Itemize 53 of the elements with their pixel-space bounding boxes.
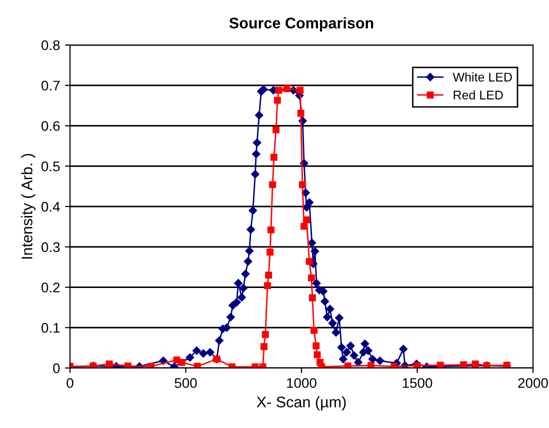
x-tick-label: 500 <box>174 378 197 388</box>
point <box>272 126 280 134</box>
y-tick-label: 0 <box>53 363 60 374</box>
point <box>344 362 352 368</box>
y-tick-label: 0.1 <box>42 322 60 333</box>
point <box>308 294 316 302</box>
y-axis-title: Intensity ( Arb. ) <box>21 154 36 259</box>
point <box>270 154 278 161</box>
x-tick-label: 2000 <box>518 378 548 388</box>
x-tick-label: 0 <box>66 378 74 388</box>
point <box>148 362 154 368</box>
point <box>178 358 186 366</box>
point <box>275 86 282 94</box>
point <box>367 362 374 368</box>
point <box>262 331 269 338</box>
point <box>306 258 313 265</box>
point <box>283 85 290 92</box>
point <box>297 110 304 117</box>
point <box>310 326 318 334</box>
point <box>124 362 132 368</box>
point <box>106 360 113 368</box>
y-tick-label: 0.2 <box>42 282 60 292</box>
point <box>298 181 306 188</box>
point <box>296 86 304 94</box>
point <box>173 356 180 364</box>
y-tick-label: 0.6 <box>42 121 60 131</box>
chart-title: Source Comparison <box>229 17 374 32</box>
point <box>308 274 315 282</box>
point <box>390 362 398 368</box>
point <box>414 362 421 368</box>
point <box>260 343 268 350</box>
point <box>472 360 479 368</box>
x-axis-title: X- Scan (µm) <box>256 396 346 410</box>
point <box>300 222 308 230</box>
point <box>264 282 271 290</box>
legend-label: White LED <box>452 72 512 82</box>
point <box>266 248 274 256</box>
x-tick-label: 1000 <box>287 378 316 388</box>
point <box>303 216 310 224</box>
y-tick-label: 0.3 <box>42 242 60 252</box>
point <box>269 181 276 188</box>
y-tick-label: 0.4 <box>42 202 60 212</box>
point <box>194 362 201 368</box>
x-tick-label: 1500 <box>402 378 432 388</box>
y-tick-label: 0.8 <box>42 40 60 50</box>
point <box>312 342 320 350</box>
y-tick-label: 0.7 <box>42 80 60 91</box>
point <box>265 272 272 279</box>
point <box>267 226 274 234</box>
point <box>274 96 281 104</box>
point <box>314 351 321 358</box>
y-tick-label: 0.5 <box>42 161 60 172</box>
legend-label: Red LED <box>454 90 503 100</box>
